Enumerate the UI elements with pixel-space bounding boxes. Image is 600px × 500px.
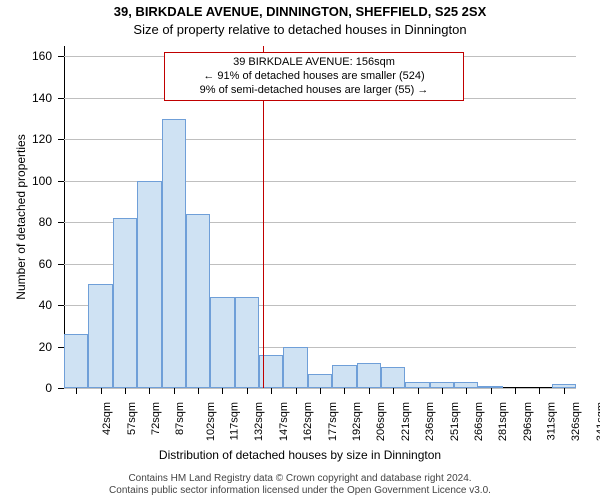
ytick-label: 60: [39, 257, 64, 271]
ytick-label: 100: [32, 174, 64, 188]
xtick-label: 102sqm: [205, 402, 217, 441]
chart-subtitle: Size of property relative to detached ho…: [0, 22, 600, 37]
xtick-label: 341sqm: [595, 402, 600, 441]
bar: [186, 214, 210, 388]
xtick-mark: [198, 388, 199, 394]
ytick-label: 80: [39, 215, 64, 229]
xtick-label: 57sqm: [126, 402, 138, 435]
ytick-label: 40: [39, 298, 64, 312]
xtick-mark: [515, 388, 516, 394]
bar: [210, 297, 234, 388]
xtick-label: 132sqm: [254, 402, 266, 441]
bar: [308, 374, 332, 389]
xtick-label: 192sqm: [351, 402, 363, 441]
xtick-label: 236sqm: [424, 402, 436, 441]
bar: [381, 367, 405, 388]
bar: [235, 297, 259, 388]
plot-area: 02040608010012014016042sqm57sqm72sqm87sq…: [64, 46, 576, 388]
xtick-mark: [564, 388, 565, 394]
xtick-mark: [369, 388, 370, 394]
ytick-label: 160: [32, 49, 64, 63]
xtick-label: 117sqm: [228, 402, 240, 440]
xtick-mark: [393, 388, 394, 394]
xtick-mark: [101, 388, 102, 394]
xtick-label: 251sqm: [449, 402, 461, 441]
footer-line1: Contains HM Land Registry data © Crown c…: [0, 473, 600, 485]
annotation-line2: ← 91% of detached houses are smaller (52…: [173, 70, 455, 84]
ytick-label: 20: [39, 340, 64, 354]
xtick-label: 311sqm: [545, 402, 557, 440]
xtick-mark: [320, 388, 321, 394]
xtick-mark: [466, 388, 467, 394]
bar: [283, 347, 307, 388]
xtick-label: 147sqm: [278, 402, 290, 441]
xtick-mark: [174, 388, 175, 394]
figure: { "title": { "text": "39, BIRKDALE AVENU…: [0, 0, 600, 500]
y-axis-label: Number of detached properties: [14, 46, 28, 388]
xtick-mark: [125, 388, 126, 394]
xtick-mark: [418, 388, 419, 394]
xtick-label: 281sqm: [497, 402, 509, 441]
bar: [64, 334, 88, 388]
xtick-label: 42sqm: [101, 402, 113, 435]
xtick-mark: [149, 388, 150, 394]
xtick-label: 206sqm: [376, 402, 388, 441]
xtick-label: 87sqm: [174, 402, 186, 435]
xtick-mark: [491, 388, 492, 394]
bar: [113, 218, 137, 388]
xtick-label: 72sqm: [150, 402, 162, 435]
gridline: [64, 139, 576, 140]
ytick-label: 140: [32, 91, 64, 105]
footer-line2: Contains public sector information licen…: [0, 485, 600, 497]
annotation-box: 39 BIRKDALE AVENUE: 156sqm ← 91% of deta…: [164, 52, 464, 101]
xtick-mark: [247, 388, 248, 394]
xtick-label: 296sqm: [522, 402, 534, 441]
xtick-mark: [344, 388, 345, 394]
x-axis-label: Distribution of detached houses by size …: [0, 448, 600, 462]
chart-title: 39, BIRKDALE AVENUE, DINNINGTON, SHEFFIE…: [0, 4, 600, 19]
xtick-label: 162sqm: [302, 402, 314, 441]
bar: [162, 119, 186, 388]
xtick-mark: [271, 388, 272, 394]
xtick-mark: [442, 388, 443, 394]
xtick-label: 326sqm: [571, 402, 583, 441]
xtick-mark: [76, 388, 77, 394]
xtick-label: 221sqm: [400, 402, 412, 441]
bar: [332, 365, 356, 388]
annotation-line1: 39 BIRKDALE AVENUE: 156sqm: [173, 56, 455, 70]
bar: [137, 181, 161, 388]
xtick-label: 266sqm: [473, 402, 485, 441]
bar: [357, 363, 381, 388]
annotation-line3: 9% of semi-detached houses are larger (5…: [173, 84, 455, 98]
xtick-label: 177sqm: [327, 402, 339, 441]
footer-credits: Contains HM Land Registry data © Crown c…: [0, 473, 600, 496]
xtick-mark: [296, 388, 297, 394]
ytick-label: 0: [45, 381, 64, 395]
xtick-mark: [539, 388, 540, 394]
bar: [88, 284, 112, 388]
xtick-mark: [222, 388, 223, 394]
ytick-label: 120: [32, 132, 64, 146]
